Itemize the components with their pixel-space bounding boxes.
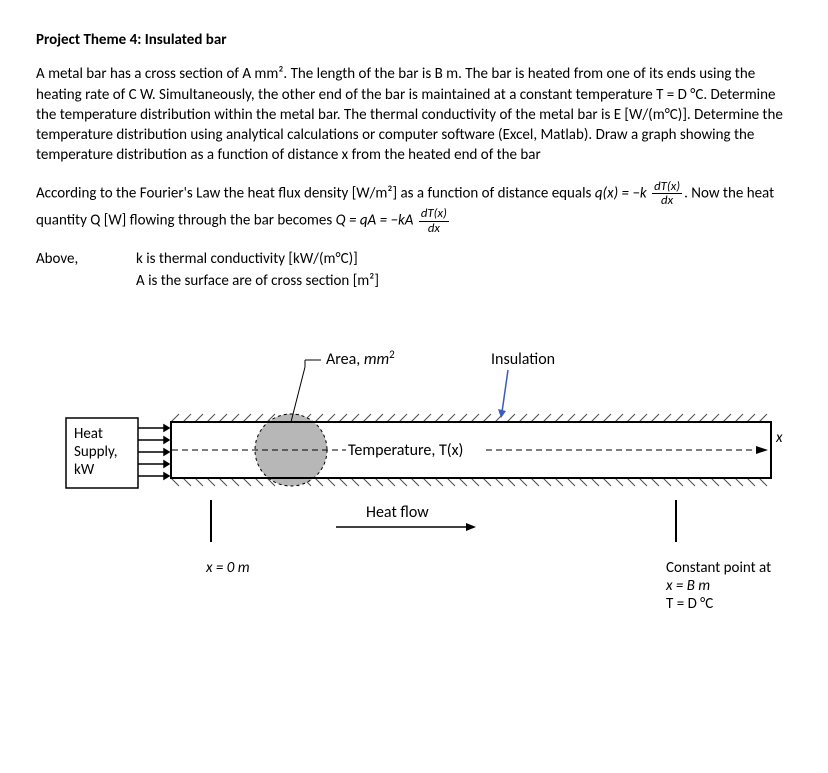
fraction-1: dT(x) dx xyxy=(652,180,682,208)
p2-eq: Q = qA = −kA xyxy=(336,212,414,230)
fraction-2: dT(x) dx xyxy=(419,207,449,235)
area-leader xyxy=(291,367,305,422)
bar-diagram: Heat Supply, kW x Area, mm2 Insulation xyxy=(36,332,796,622)
heatflow-label: Heat flow xyxy=(366,503,429,522)
const-l3: T = D °C xyxy=(666,595,713,613)
const-l2: x = B m xyxy=(665,577,710,595)
frac2-num: dT(x) xyxy=(419,207,449,221)
insulation-arrow-head xyxy=(498,409,506,418)
p2-q: q(x) = xyxy=(595,184,633,202)
paragraph-2: According to the Fourier's Law the heat … xyxy=(36,180,792,236)
heat-text-1: Heat xyxy=(74,425,103,443)
p2-pre: According to the Fourier's Law the heat … xyxy=(36,184,595,202)
heat-arrows xyxy=(138,425,169,479)
defs-a: A is the surface are of cross section [m… xyxy=(136,271,792,291)
const-l1: Constant point at xyxy=(666,559,771,577)
x0-label: x = 0 m xyxy=(205,559,250,577)
frac1-num: dT(x) xyxy=(652,180,682,194)
temperature-label: Temperature, T(x) xyxy=(348,441,463,460)
heat-text-2: Supply, xyxy=(74,443,117,461)
hatch-top xyxy=(171,414,767,422)
hatch-bottom xyxy=(171,478,767,486)
defs-above: Above, xyxy=(36,249,136,269)
area-label: Area, mm2 xyxy=(326,348,395,369)
insulation-arrow-line xyxy=(502,370,508,412)
defs-k: k is thermal conductivity [kW/(m°C)] xyxy=(136,249,792,269)
x-label: x xyxy=(775,429,783,447)
frac2-den: dx xyxy=(419,222,449,235)
frac1-den: dx xyxy=(652,194,682,207)
paragraph-1: A metal bar has a cross section of A mm²… xyxy=(36,64,792,165)
page-title: Project Theme 4: Insulated bar xyxy=(36,30,792,50)
heat-text-3: kW xyxy=(74,461,95,479)
insulation-label: Insulation xyxy=(491,350,555,369)
p2-negk: −k xyxy=(632,184,646,202)
